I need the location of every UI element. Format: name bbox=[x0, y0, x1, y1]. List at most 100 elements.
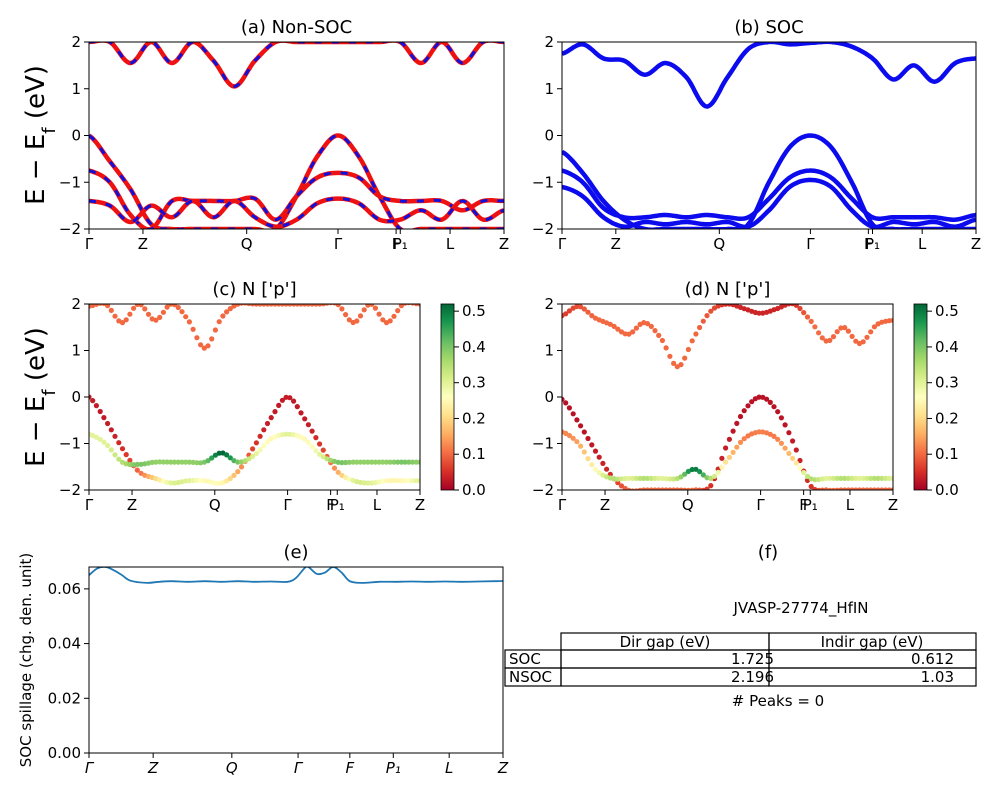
panel-a-xtick-label: Q bbox=[241, 235, 253, 253]
peaks-count: # Peaks = 0 bbox=[732, 692, 824, 710]
band-2-point bbox=[186, 319, 192, 325]
band-1-point bbox=[842, 475, 848, 481]
panel-d-projected-soc: (d) N ['p']210−1−2Γ Z Q Γ FP₁ L Z bbox=[532, 279, 898, 514]
panel-e-xtick-label: L bbox=[445, 759, 453, 777]
panel-a-ytick-label: 0 bbox=[71, 127, 81, 145]
band-0-point bbox=[592, 448, 599, 454]
band-2-point bbox=[220, 313, 226, 319]
band-2-point bbox=[164, 304, 170, 310]
band-1-point bbox=[350, 459, 356, 465]
panel-b-ytick-label: −2 bbox=[532, 220, 554, 238]
band-1-point bbox=[797, 465, 803, 471]
band-0-point bbox=[168, 480, 174, 486]
band-2-dash bbox=[89, 197, 504, 229]
colorbar-c-tick-label: 0.3 bbox=[462, 374, 486, 392]
band-2-point bbox=[194, 335, 200, 341]
band-2-point bbox=[131, 305, 137, 311]
band-1-point bbox=[205, 458, 211, 464]
band-0-point bbox=[607, 471, 613, 477]
row-soc-label: SOC bbox=[509, 650, 541, 668]
band-1-point bbox=[819, 476, 825, 482]
band-1-point bbox=[224, 452, 230, 458]
panel-e-ytick-label: 0.00 bbox=[48, 744, 81, 762]
band-0-point bbox=[604, 466, 610, 472]
band-2-point bbox=[834, 329, 840, 335]
band-1-point bbox=[860, 475, 866, 481]
band-2-point bbox=[689, 338, 695, 344]
band-0-point bbox=[417, 478, 420, 484]
band-0-point bbox=[890, 487, 893, 490]
colorbar-d-tick-label: 0.4 bbox=[935, 338, 959, 356]
colorbar-c-tick-label: 0.4 bbox=[462, 338, 486, 356]
panel-a-xtick-label: P₁ bbox=[393, 235, 408, 253]
band-1-point bbox=[112, 452, 118, 458]
band-1-point bbox=[566, 432, 573, 439]
band-1-point bbox=[383, 459, 390, 465]
panel-b-xtick-label: Γ bbox=[558, 235, 567, 253]
header-dir-gap: Dir gap (eV) bbox=[620, 633, 711, 651]
band-0-point bbox=[238, 464, 245, 470]
band-1-point bbox=[834, 475, 840, 481]
band-0-point bbox=[116, 440, 122, 446]
band-0-point bbox=[626, 487, 632, 490]
band-0-point bbox=[250, 446, 256, 452]
band-1-point bbox=[741, 436, 747, 442]
colorbar-d-tick-label: 0.1 bbox=[935, 445, 959, 463]
band-2-point bbox=[656, 332, 662, 338]
band-0-point bbox=[566, 405, 573, 411]
band-3-line bbox=[562, 42, 976, 109]
band-2-point bbox=[201, 345, 207, 351]
band-1-point bbox=[253, 451, 259, 457]
panel-c-xtick-label: Z bbox=[127, 496, 137, 514]
band-0-point bbox=[808, 483, 814, 490]
band-0-point bbox=[268, 415, 274, 421]
band-1-point bbox=[630, 475, 636, 481]
band-2-point bbox=[678, 362, 684, 368]
panel-b-frame bbox=[561, 41, 977, 230]
band-1-point bbox=[209, 455, 215, 461]
band-2-point bbox=[566, 308, 573, 314]
band-1-point bbox=[883, 475, 889, 481]
ylabel-top: E − Ef (eV) bbox=[21, 65, 60, 205]
band-1-point bbox=[823, 475, 829, 481]
colorbar-d: 0.5 0.4 0.3 0.2 0.1 0.0 bbox=[913, 302, 959, 499]
band-2-point bbox=[827, 337, 833, 343]
band-1-point bbox=[853, 475, 859, 481]
band-1-point bbox=[879, 475, 885, 481]
band-1-point bbox=[711, 473, 718, 479]
panel-a-xtick-label: Γ bbox=[334, 235, 343, 253]
band-1-point bbox=[778, 440, 785, 446]
band-1-point bbox=[637, 475, 643, 481]
band-2-point bbox=[212, 327, 218, 333]
band-0-point bbox=[261, 427, 267, 433]
band-0-point bbox=[812, 486, 818, 490]
band-0-point bbox=[734, 420, 740, 426]
band-2-point bbox=[756, 310, 762, 316]
band-2-point bbox=[685, 346, 692, 353]
band-0-point bbox=[108, 427, 114, 433]
band-1-point bbox=[648, 475, 654, 481]
band-1-point bbox=[235, 459, 241, 465]
panel-e-ytick-label: 0.04 bbox=[48, 635, 81, 653]
band-0-point bbox=[585, 435, 591, 442]
band-0-point bbox=[726, 436, 733, 442]
band-2-point bbox=[816, 330, 822, 336]
panel-b-ytick-label: 2 bbox=[544, 33, 554, 51]
band-0-point bbox=[123, 452, 129, 458]
band-2-point bbox=[682, 355, 688, 361]
band-1-point bbox=[715, 469, 721, 475]
band-0-point bbox=[737, 413, 744, 420]
band-1-point bbox=[871, 475, 878, 481]
band-1-point bbox=[179, 459, 185, 465]
band-2-point bbox=[108, 307, 114, 313]
band-1-point bbox=[592, 466, 599, 473]
band-2-point bbox=[179, 309, 185, 315]
band-1-point bbox=[574, 439, 580, 445]
band-2-point bbox=[793, 304, 799, 308]
band-2-point bbox=[372, 305, 378, 311]
panel-d-xtick-label: P₁ bbox=[803, 496, 818, 514]
band-1-point bbox=[589, 462, 595, 468]
band-0-point bbox=[212, 480, 218, 486]
band-1-point bbox=[417, 459, 420, 465]
band-0-point bbox=[287, 395, 293, 401]
